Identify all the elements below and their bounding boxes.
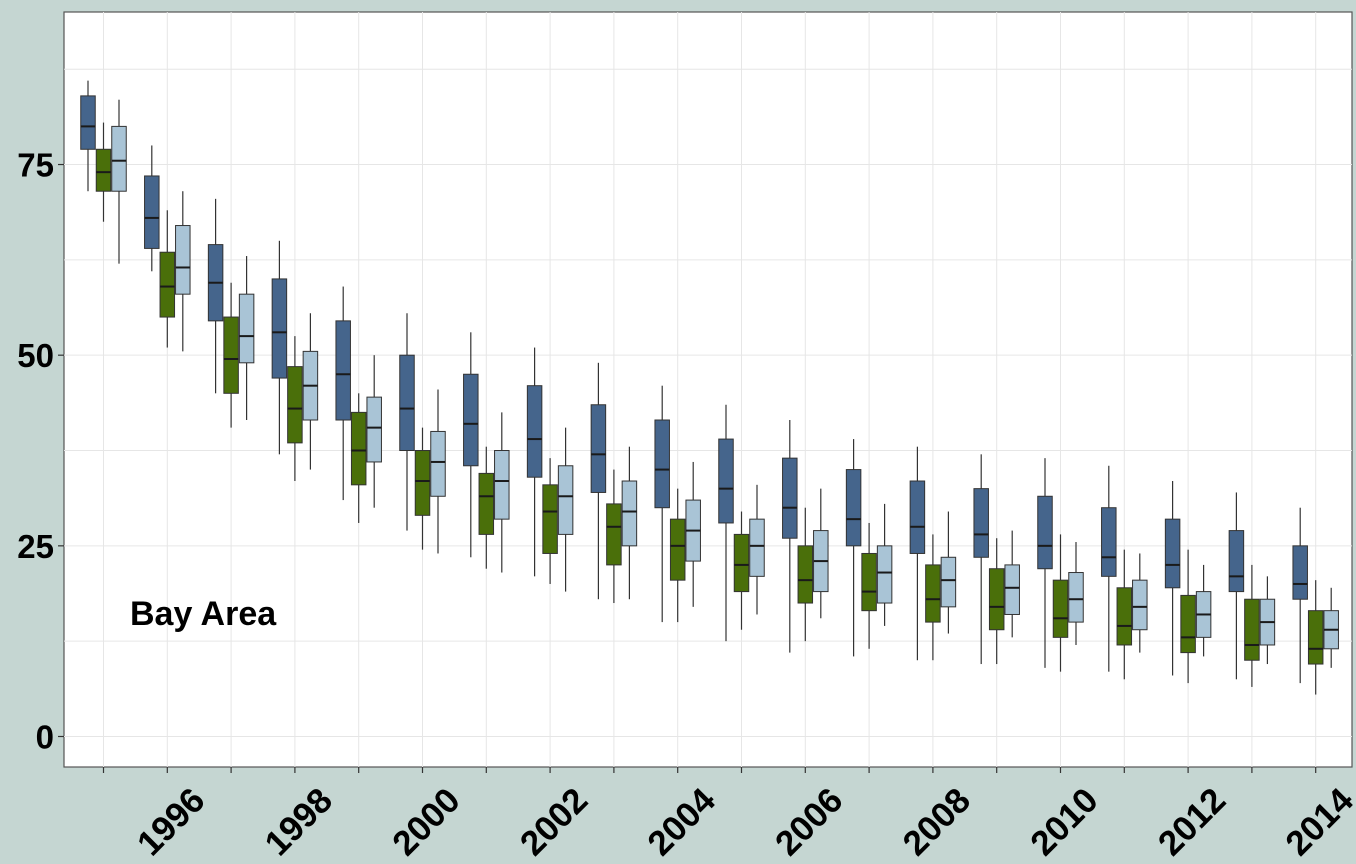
iqr-box: [160, 252, 175, 317]
iqr-box: [1245, 599, 1260, 660]
iqr-box: [926, 565, 941, 622]
iqr-box: [431, 431, 446, 496]
x-tick-label: 2004: [640, 780, 723, 859]
iqr-box: [96, 149, 111, 191]
x-axis: 1996 1998 2000 2002 2004 2006 2008 2010 2012 2014: [104, 767, 1356, 859]
y-tick-label: 50: [17, 337, 54, 374]
iqr-box: [1038, 496, 1053, 568]
y-tick-label: 75: [17, 147, 54, 184]
iqr-box: [974, 489, 989, 558]
iqr-box: [415, 451, 430, 516]
iqr-box: [1053, 580, 1068, 637]
iqr-box: [734, 534, 749, 591]
iqr-box: [622, 481, 637, 546]
iqr-box: [464, 374, 479, 466]
y-tick-label: 25: [17, 528, 54, 565]
iqr-box: [1308, 611, 1323, 664]
iqr-box: [877, 546, 892, 603]
iqr-box: [1293, 546, 1308, 599]
iqr-box: [1102, 508, 1117, 577]
iqr-box: [719, 439, 734, 523]
iqr-box: [1229, 531, 1244, 592]
iqr-box: [367, 397, 382, 462]
iqr-box: [112, 126, 127, 191]
iqr-box: [145, 176, 160, 248]
iqr-box: [400, 355, 415, 450]
iqr-box: [527, 386, 542, 478]
x-tick-label: 2008: [895, 781, 978, 859]
iqr-box: [989, 569, 1004, 630]
iqr-box: [336, 321, 351, 420]
iqr-box: [81, 96, 96, 149]
iqr-box: [655, 420, 670, 508]
iqr-box: [239, 294, 254, 363]
iqr-box: [272, 279, 287, 378]
iqr-box: [750, 519, 765, 576]
iqr-box: [798, 546, 813, 603]
iqr-box: [495, 451, 510, 520]
x-tick-label: 2002: [513, 781, 596, 859]
iqr-box: [591, 405, 606, 493]
region-annotation: Bay Area: [130, 595, 277, 633]
iqr-box: [1133, 580, 1148, 630]
iqr-box: [1165, 519, 1180, 588]
iqr-box: [941, 557, 956, 607]
iqr-box: [176, 226, 191, 295]
iqr-box: [224, 317, 239, 393]
plot-panel: [64, 12, 1352, 767]
x-tick-label: 2010: [1023, 781, 1106, 859]
iqr-box: [479, 473, 494, 534]
x-tick-label: 2012: [1151, 781, 1234, 859]
iqr-box: [846, 470, 861, 546]
x-tick-label: 1996: [130, 781, 213, 859]
iqr-box: [1117, 588, 1132, 645]
iqr-box: [783, 458, 798, 538]
iqr-box: [288, 367, 303, 443]
iqr-box: [607, 504, 622, 565]
x-tick-label: 1998: [257, 781, 340, 859]
x-tick-label: 2006: [768, 781, 851, 859]
iqr-box: [1005, 565, 1020, 615]
iqr-box: [1069, 573, 1084, 623]
iqr-box: [351, 412, 366, 484]
iqr-box: [558, 466, 573, 535]
iqr-box: [910, 481, 925, 553]
y-tick-label: 0: [36, 718, 54, 755]
x-tick-label: 2014: [1278, 780, 1356, 859]
iqr-box: [862, 553, 877, 610]
y-axis: 0 25 50 75: [17, 147, 64, 756]
iqr-box: [1181, 595, 1196, 652]
iqr-box: [543, 485, 558, 554]
x-tick-label: 2000: [385, 781, 468, 859]
iqr-box: [670, 519, 685, 580]
